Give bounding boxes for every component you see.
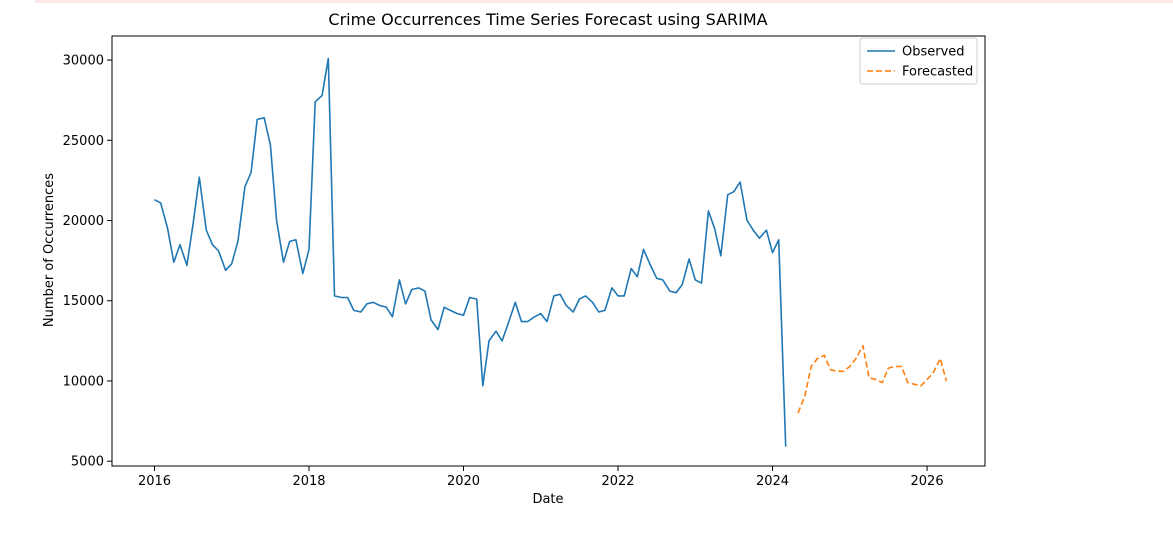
y-tick-label-10000: 10000: [63, 374, 104, 389]
y-tick-label-5000: 5000: [71, 455, 104, 470]
y-tick-label-15000: 15000: [63, 294, 104, 309]
y-tick-label-30000: 30000: [63, 54, 104, 69]
x-axis-label: Date: [532, 492, 563, 507]
plot-area: 2016 2018 2020 2022 2024 2026 5000 10000 15000 20…: [63, 35, 986, 489]
x-tick-label-2016: 2016: [138, 474, 171, 489]
top-strip: [35, 0, 1173, 3]
chart-title: Crime Occurrences Time Series Forecast u…: [328, 10, 767, 29]
legend: Observed Forecasted: [859, 37, 978, 85]
x-tick-label-2024: 2024: [756, 474, 789, 489]
series-line-observed: [154, 57, 787, 447]
y-axis-label: Number of Occurrences: [42, 173, 57, 327]
legend-box: [859, 37, 978, 85]
x-tick-label-2020: 2020: [447, 474, 480, 489]
series-line-forecasted: [797, 344, 948, 414]
x-tick-label-2018: 2018: [292, 474, 325, 489]
x-tick-label-2026: 2026: [911, 474, 944, 489]
y-tick-label-20000: 20000: [63, 214, 104, 229]
plot-frame: [111, 35, 986, 467]
legend-label-forecasted: Forecasted: [902, 65, 973, 80]
x-tick-label-2022: 2022: [601, 474, 634, 489]
y-tick-label-25000: 25000: [63, 134, 104, 149]
legend-label-observed: Observed: [902, 45, 965, 60]
